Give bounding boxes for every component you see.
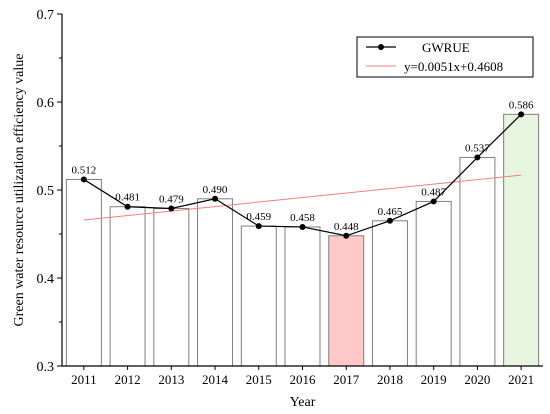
x-tick-label-2012: 2012 (115, 372, 141, 387)
axes: 0.3 0.4 0.5 0.6 0.7 2011 2012 2013 2014 2015 2016 2… (37, 8, 543, 387)
legend-gwrue-marker (378, 44, 384, 50)
y-tick-label-0.7: 0.7 (37, 8, 55, 23)
legend-gwrue-label: GWRUE (422, 40, 470, 55)
data-label-2020: 0.537 (465, 142, 490, 154)
gwrue-series (80, 111, 525, 239)
x-tick-label-2011: 2011 (71, 372, 97, 387)
gwrue-point-2013 (168, 205, 175, 212)
bar-2021 (503, 113, 540, 367)
x-tick-label-2020: 2020 (464, 372, 490, 387)
bar-2011 (65, 178, 102, 367)
legend-box (356, 36, 534, 78)
data-label-2012: 0.481 (115, 192, 140, 204)
x-tick-label-2015: 2015 (246, 372, 272, 387)
x-tick-label-2013: 2013 (158, 372, 184, 387)
bar-2017 (328, 235, 365, 367)
gwrue-point-2015 (255, 223, 262, 230)
gwrue-point-2019 (430, 198, 437, 205)
data-label-2017: 0.448 (334, 221, 359, 233)
x-tick-label-2017: 2017 (333, 372, 360, 387)
bar-2016 (284, 226, 321, 367)
trendline (83, 174, 522, 221)
bar-2015 (240, 225, 277, 367)
data-label-2019: 0.487 (421, 186, 446, 198)
x-tick-label-2016: 2016 (290, 372, 317, 387)
bar-2020 (459, 156, 496, 367)
y-tick-label-0.6: 0.6 (37, 96, 55, 111)
x-axis-title: Year (290, 395, 316, 410)
data-label-2018: 0.465 (378, 206, 403, 218)
bar-2019 (415, 200, 452, 367)
y-tick-label-0.3: 0.3 (37, 360, 55, 375)
gwrue-point-2012 (124, 203, 131, 210)
bar-2012 (109, 206, 146, 367)
legend: GWRUE y=0.0051x+0.4608 (356, 36, 534, 78)
y-axis-title: Green water resource utilization efficie… (12, 54, 27, 327)
gwrue-point-2014 (212, 195, 219, 202)
gwrue-point-2018 (386, 217, 393, 224)
data-label-2021: 0.586 (509, 99, 534, 111)
y-tick-label-0.5: 0.5 (37, 184, 55, 199)
bars (65, 113, 540, 367)
x-tick-label-2014: 2014 (202, 372, 229, 387)
data-labels: 0.512 0.481 0.479 0.490 0.459 0.458 0.448 0.465… (71, 99, 534, 232)
gwrue-point-2020 (474, 154, 481, 161)
bar-2018 (371, 220, 408, 367)
trendline-path (83, 174, 522, 221)
bar-2014 (197, 198, 234, 367)
y-tick-label-0.4: 0.4 (37, 272, 55, 287)
data-label-2016: 0.458 (290, 212, 315, 224)
x-tick-label-2021: 2021 (508, 372, 534, 387)
data-label-2011: 0.512 (71, 164, 96, 176)
gwrue-point-2017 (343, 232, 350, 239)
bar-2013 (153, 207, 190, 367)
gwrue-point-2016 (299, 223, 306, 230)
x-tick-label-2019: 2019 (421, 372, 447, 387)
data-label-2015: 0.459 (246, 211, 271, 223)
data-label-2013: 0.479 (159, 193, 184, 205)
legend-trendline-label: y=0.0051x+0.4608 (404, 59, 503, 74)
gwrue-point-2021 (518, 111, 525, 118)
data-label-2014: 0.490 (203, 184, 228, 196)
gwrue-point-2011 (80, 176, 87, 183)
x-tick-label-2018: 2018 (377, 372, 403, 387)
